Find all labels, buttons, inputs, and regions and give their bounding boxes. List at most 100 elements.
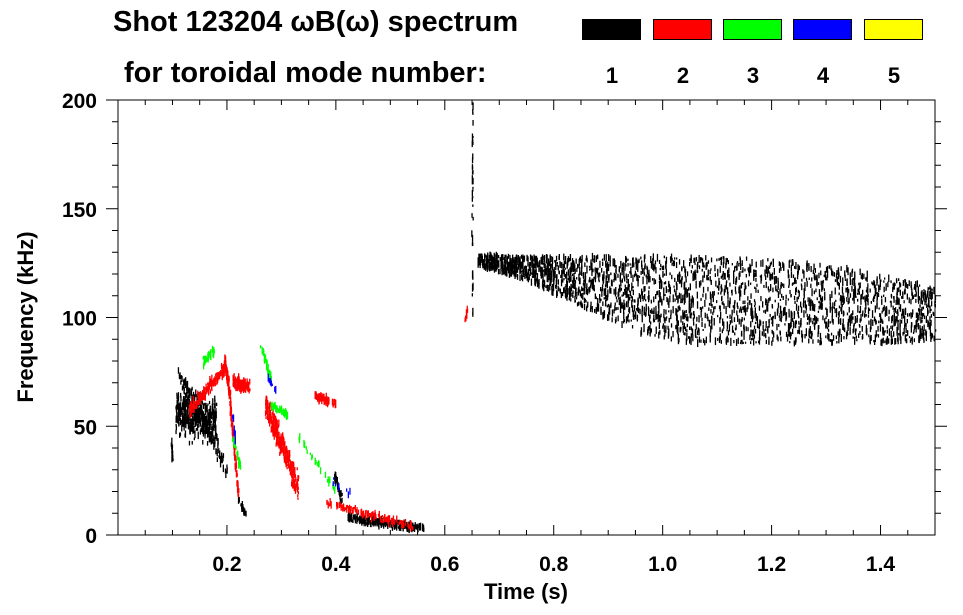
- spectral-mark-mode-1: [586, 306, 588, 312]
- spectral-mark-mode-1: [654, 260, 657, 265]
- spectral-mark-mode-1: [846, 287, 849, 293]
- spectral-mark-mode-1: [482, 260, 484, 266]
- spectral-mark-mode-1: [556, 264, 558, 267]
- spectral-mark-mode-1: [664, 293, 666, 296]
- spectral-mark-mode-1: [854, 328, 857, 336]
- spectral-mark-mode-2: [203, 386, 205, 394]
- spectral-mark-mode-1: [770, 274, 772, 279]
- spectral-mark-mode-1: [648, 269, 650, 276]
- spectral-mark-mode-1: [871, 310, 874, 318]
- spectral-mark-mode-1: [825, 267, 828, 273]
- spectral-mark-mode-1: [582, 292, 584, 300]
- spectral-mark-mode-1: [209, 436, 211, 443]
- spectral-mark-mode-1: [623, 312, 625, 320]
- spectral-mark-mode-1: [669, 286, 671, 295]
- spectral-mark-mode-1: [811, 300, 814, 307]
- spectral-mark-mode-1: [885, 283, 887, 290]
- spectral-mark-mode-1: [489, 255, 491, 258]
- spectral-mark-mode-1: [641, 314, 643, 323]
- spectral-mark-mode-1: [818, 300, 820, 304]
- spectral-mark-mode-1: [361, 517, 363, 524]
- spectral-mark-mode-1: [219, 453, 221, 458]
- spectral-mark-mode-1: [188, 390, 190, 397]
- spectral-mark-mode-1: [368, 518, 370, 524]
- spectral-mark-mode-1: [191, 386, 193, 391]
- spectral-mark-mode-1: [831, 308, 833, 317]
- spectral-mark-mode-2: [276, 441, 279, 446]
- spectral-mark-mode-2: [327, 399, 329, 406]
- spectral-mark-mode-1: [771, 304, 773, 308]
- spectral-mark-mode-1: [598, 273, 600, 281]
- spectral-mark-mode-1: [599, 294, 601, 300]
- spectral-mark-mode-1: [650, 328, 652, 333]
- spectral-mark-mode-2: [279, 436, 281, 444]
- spectral-mark-mode-1: [569, 290, 572, 295]
- spectral-mark-mode-1: [852, 292, 855, 299]
- spectral-mark-mode-1: [674, 298, 676, 302]
- spectral-mark-mode-4: [232, 414, 234, 422]
- spectral-mark-mode-1: [795, 303, 798, 311]
- spectral-mark-mode-1: [711, 323, 713, 330]
- spectral-mark-mode-2: [209, 376, 211, 383]
- spectral-mark-mode-1: [570, 263, 572, 268]
- spectral-mark-mode-1: [216, 402, 218, 407]
- spectral-mark-mode-1: [551, 256, 554, 264]
- spectral-mark-mode-1: [910, 337, 912, 341]
- spectral-mark-mode-1: [692, 273, 694, 282]
- spectral-mark-mode-1: [913, 325, 916, 330]
- spectral-mark-mode-2: [217, 376, 219, 383]
- spectral-mark-mode-1: [652, 258, 654, 267]
- spectral-mark-mode-1: [647, 296, 649, 300]
- spectral-mark-mode-1: [852, 310, 854, 315]
- spectral-mark-mode-2: [326, 500, 328, 505]
- spectral-mark-mode-1: [482, 263, 484, 269]
- spectral-mark-mode-1: [778, 261, 780, 266]
- spectral-mark-mode-1: [702, 306, 704, 309]
- spectral-mark-mode-1: [921, 312, 923, 317]
- spectral-mark-mode-1: [613, 272, 616, 281]
- spectral-mark-mode-1: [710, 257, 713, 263]
- spectral-mark-mode-2: [368, 513, 370, 516]
- spectral-mark-mode-1: [658, 322, 660, 330]
- spectral-mark-mode-1: [882, 307, 884, 312]
- spectral-mark-mode-1: [493, 266, 496, 273]
- spectral-mark-mode-1: [471, 242, 474, 246]
- spectral-mark-mode-2: [239, 379, 241, 387]
- spectral-mark-mode-1: [684, 270, 686, 278]
- spectral-mark-mode-1: [387, 523, 389, 529]
- spectral-mark-mode-3: [261, 346, 263, 354]
- spectral-mark-mode-1: [472, 112, 474, 115]
- spectral-mark-mode-1: [543, 255, 546, 262]
- spectral-mark-mode-1: [812, 318, 814, 321]
- spectral-mark-mode-1: [816, 297, 818, 301]
- spectral-mark-mode-1: [808, 263, 810, 267]
- spectral-mark-mode-1: [693, 321, 695, 326]
- spectral-mark-mode-1: [547, 275, 549, 280]
- spectral-mark-mode-1: [865, 324, 867, 330]
- spectral-mark-mode-1: [738, 272, 740, 280]
- spectral-mark-mode-1: [535, 278, 537, 284]
- spectral-mark-mode-1: [898, 306, 900, 310]
- spectral-mark-mode-1: [380, 522, 382, 526]
- spectral-mark-mode-1: [779, 298, 782, 301]
- spectral-mark-mode-1: [707, 260, 710, 264]
- spectral-mark-mode-1: [201, 397, 203, 405]
- spectral-mark-mode-1: [780, 284, 782, 289]
- spectral-mark-mode-1: [813, 322, 815, 327]
- spectral-mark-mode-2: [199, 396, 201, 402]
- spectral-mark-mode-1: [183, 424, 185, 431]
- spectral-mark-mode-1: [848, 306, 850, 313]
- spectral-mark-mode-3: [272, 407, 274, 410]
- spectral-mark-mode-1: [547, 277, 549, 283]
- spectral-mark-mode-1: [910, 313, 912, 319]
- spectral-mark-mode-1: [547, 289, 550, 292]
- spectral-mark-mode-2: [323, 393, 325, 401]
- spectral-mark-mode-1: [205, 425, 208, 430]
- spectral-mark-mode-1: [620, 302, 622, 305]
- spectral-mark-mode-1: [197, 431, 199, 440]
- spectral-mark-mode-4: [274, 386, 276, 392]
- spectral-mark-mode-1: [719, 327, 721, 332]
- spectral-mark-mode-1: [864, 307, 866, 312]
- spectral-mark-mode-1: [845, 287, 847, 293]
- spectral-mark-mode-1: [493, 252, 495, 258]
